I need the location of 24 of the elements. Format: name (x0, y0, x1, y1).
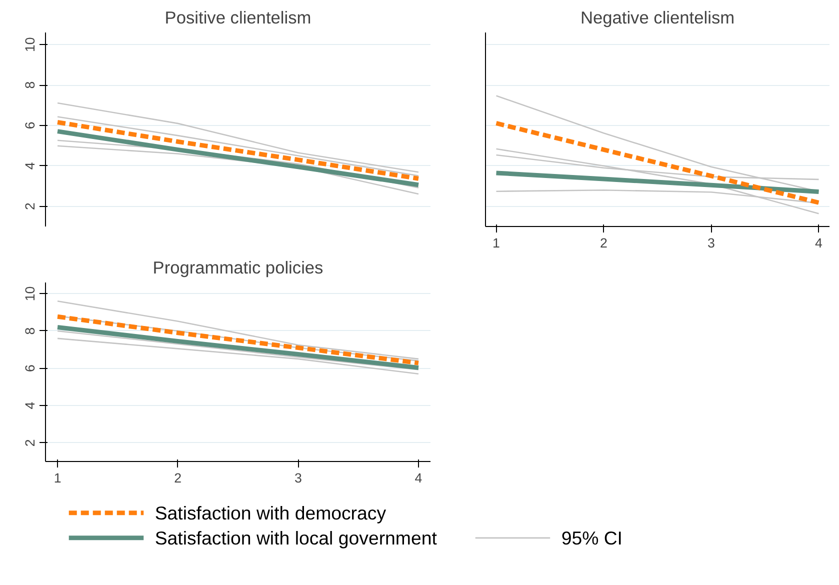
x-tick-label: 1 (492, 236, 500, 250)
x-tick-label: 4 (414, 470, 423, 486)
y-tick-label: 10 (22, 37, 38, 52)
y-tick-label: 4 (22, 162, 38, 170)
legend-label: 95% CI (561, 527, 622, 548)
chart-title: Positive clientelism (164, 8, 312, 28)
y-tick-label: 4 (22, 401, 38, 410)
x-tick-label: 3 (294, 470, 302, 486)
chart-title: Programmatic policies (152, 258, 324, 278)
x-tick-label: 1 (54, 470, 62, 486)
y-tick-label: 10 (22, 286, 38, 302)
y-tick-label: 8 (22, 327, 38, 335)
y-tick-label: 2 (22, 202, 38, 210)
y-tick-label: 6 (22, 122, 38, 130)
legend-label: Satisfaction with local government (154, 527, 438, 548)
x-tick-label: 4 (815, 236, 824, 250)
x-tick-label: 2 (600, 236, 608, 250)
y-tick-label: 6 (22, 364, 38, 372)
y-tick-label: 8 (22, 81, 38, 89)
y-tick-label: 2 (22, 439, 38, 447)
chart-title: Negative clientelism (580, 8, 735, 28)
legend-label: Satisfaction with democracy (154, 502, 387, 524)
x-tick-label: 3 (708, 236, 715, 250)
x-tick-label: 2 (174, 470, 182, 486)
